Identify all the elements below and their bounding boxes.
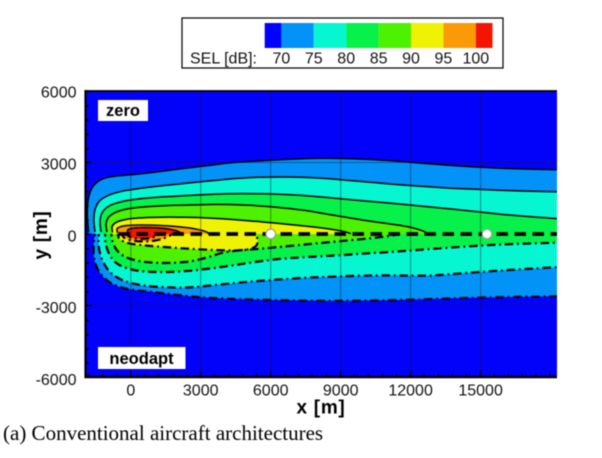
svg-text:75: 75	[305, 51, 323, 68]
svg-text:-3000: -3000	[36, 300, 77, 317]
svg-text:3000: 3000	[183, 383, 219, 400]
svg-text:zero: zero	[106, 102, 140, 120]
svg-text:6000: 6000	[253, 383, 289, 400]
svg-text:85: 85	[370, 51, 388, 68]
svg-text:12000: 12000	[388, 383, 433, 400]
svg-text:95: 95	[435, 51, 453, 68]
svg-text:(a) Conventional aircraft arch: (a) Conventional aircraft architectures	[3, 421, 323, 445]
svg-text:y [m]: y [m]	[31, 211, 52, 260]
svg-text:x [m]: x [m]	[297, 398, 346, 419]
svg-text:70: 70	[273, 51, 291, 68]
svg-text:0: 0	[126, 383, 135, 400]
svg-text:90: 90	[402, 51, 420, 68]
svg-text:6000: 6000	[41, 84, 77, 101]
svg-text:-6000: -6000	[36, 372, 77, 389]
svg-text:80: 80	[337, 51, 355, 68]
svg-text:100: 100	[462, 51, 489, 68]
svg-text:SEL [dB]:: SEL [dB]:	[190, 51, 257, 68]
svg-text:0: 0	[68, 228, 77, 245]
svg-text:15000: 15000	[458, 383, 503, 400]
svg-text:9000: 9000	[323, 383, 359, 400]
svg-text:3000: 3000	[41, 156, 77, 173]
svg-text:neodapt: neodapt	[109, 350, 174, 368]
